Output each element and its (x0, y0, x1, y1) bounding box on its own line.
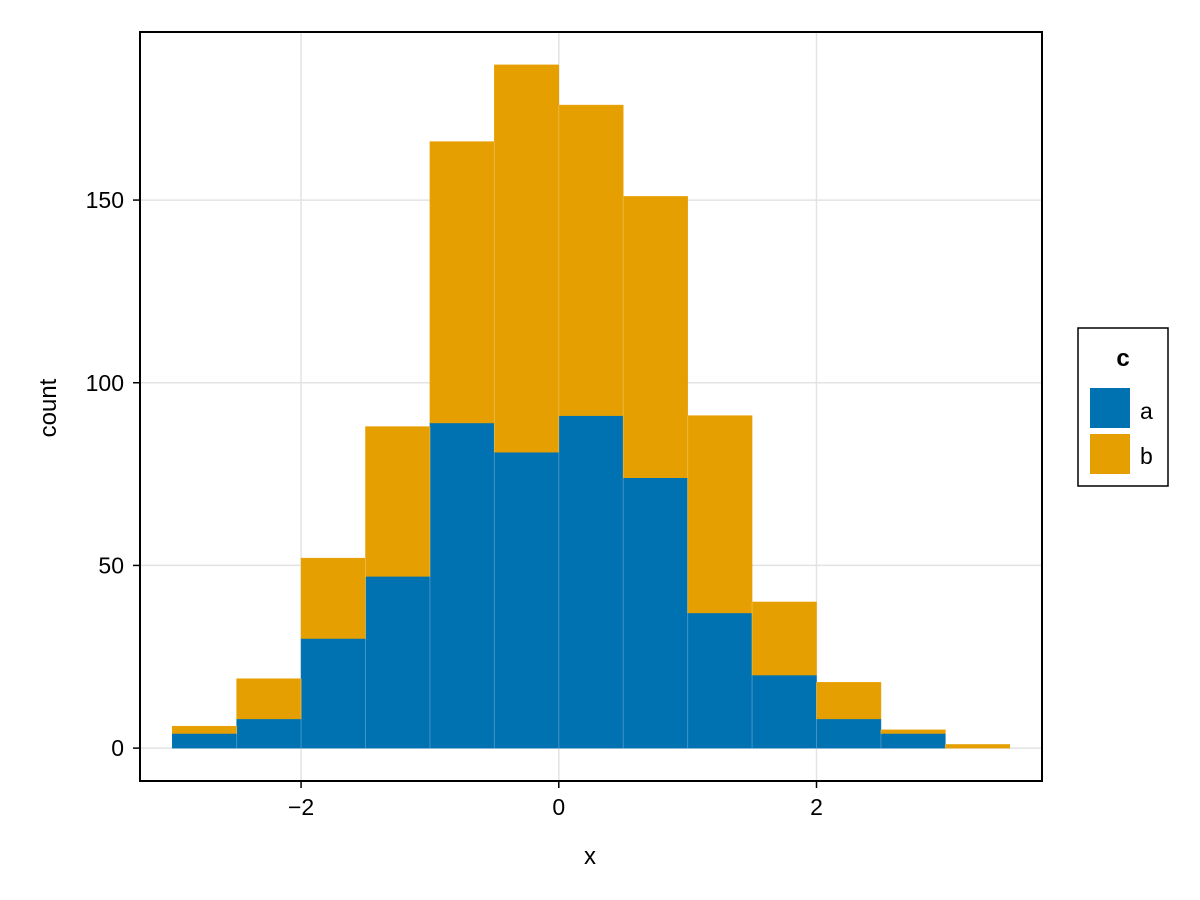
bar-b-bin-4 (429, 141, 495, 424)
bar-b-bin-0 (171, 725, 237, 734)
legend-label-a: a (1140, 398, 1153, 424)
bar-b-bin-10 (816, 682, 882, 720)
y-axis-label: count (35, 378, 62, 437)
plot-frame (139, 31, 1043, 782)
bar-b-bin-7 (622, 196, 688, 478)
bar-b-bin-3 (365, 426, 431, 577)
bar-a-bin-8 (687, 612, 753, 749)
bar-a-bin-6 (558, 415, 624, 749)
legend-title: c (1116, 345, 1129, 372)
bar-a-bin-4 (429, 422, 495, 749)
bar-b-bin-6 (558, 104, 624, 416)
legend-label-b: b (1140, 443, 1153, 469)
bar-b-bin-8 (687, 415, 753, 614)
axis-ticks: −2 0 2 0 50 100 150 (86, 187, 823, 820)
bar-b-bin-1 (236, 678, 302, 720)
bar-a-bin-9 (751, 674, 817, 749)
x-axis-label: x (584, 843, 596, 870)
bar-a-bin-10 (816, 718, 882, 749)
legend: c a b (1077, 327, 1169, 487)
bar-a-bin-0 (171, 733, 237, 749)
bar-b-bin-11 (880, 729, 946, 734)
bars (171, 64, 1011, 749)
bar-b-bin-9 (751, 601, 817, 676)
y-tick-label: 100 (86, 370, 124, 396)
x-tick-label: 2 (810, 794, 823, 820)
bar-a-bin-11 (880, 733, 946, 749)
bar-a-bin-1 (236, 718, 302, 749)
y-tick-label: 0 (111, 735, 124, 761)
x-tick-label: −2 (288, 794, 314, 820)
bar-a-bin-2 (300, 638, 366, 749)
bar-b-bin-12 (945, 744, 1011, 749)
bar-a-bin-5 (494, 451, 560, 749)
legend-swatch-a (1090, 388, 1130, 428)
bar-a-bin-7 (622, 477, 688, 749)
x-tick-label: 0 (552, 794, 565, 820)
bar-a-bin-3 (365, 576, 431, 749)
y-tick-label: 50 (98, 552, 124, 578)
legend-swatch-b (1090, 434, 1130, 474)
bar-b-bin-5 (494, 64, 560, 453)
bar-b-bin-2 (300, 557, 366, 639)
y-tick-label: 150 (86, 187, 124, 213)
